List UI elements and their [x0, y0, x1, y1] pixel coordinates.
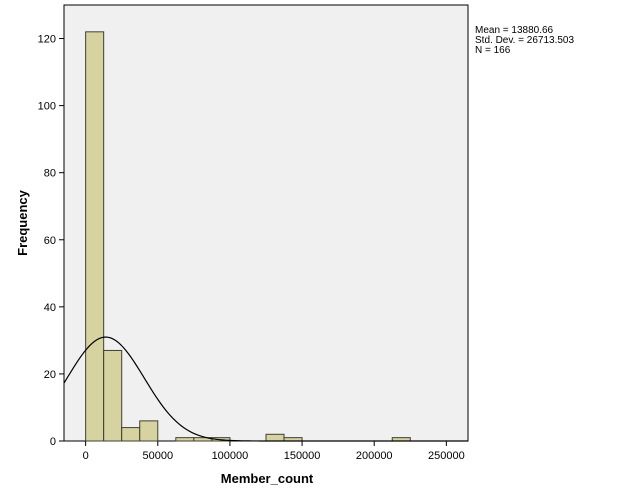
x-tick-label: 50000: [142, 450, 173, 462]
y-tick-label: 80: [44, 168, 56, 180]
x-axis-title: Member_count: [221, 471, 314, 486]
x-tick-label: 250000: [428, 450, 465, 462]
x-tick-label: 100000: [212, 450, 249, 462]
histogram-bar: [103, 349, 123, 442]
stats-mean: Mean = 13880.66: [475, 25, 554, 36]
y-tick-label: 40: [44, 302, 56, 314]
plot-area: [63, 4, 469, 442]
x-tick-label: 0: [83, 450, 89, 462]
normal-curve: [63, 336, 468, 442]
x-tick-label: 200000: [356, 450, 393, 462]
y-tick-label: 100: [38, 101, 56, 113]
y-tick-label: 0: [50, 436, 56, 448]
histogram-bar: [121, 427, 141, 442]
x-tick-label: 150000: [284, 450, 321, 462]
y-tick-label: 120: [38, 34, 56, 46]
stats-n: N = 166: [475, 45, 511, 56]
histogram-bar: [175, 437, 195, 442]
histogram-bar: [265, 433, 285, 442]
stats-std-dev: Std. Dev. = 26713.503: [475, 35, 575, 46]
stats-box: Mean = 13880.66 Std. Dev. = 26713.503 N …: [475, 26, 574, 56]
histogram-bar: [85, 31, 105, 442]
y-tick-label: 20: [44, 369, 56, 381]
y-tick-label: 60: [44, 235, 56, 247]
histogram-bar: [139, 420, 159, 442]
y-axis-title: Frequency: [15, 189, 30, 256]
